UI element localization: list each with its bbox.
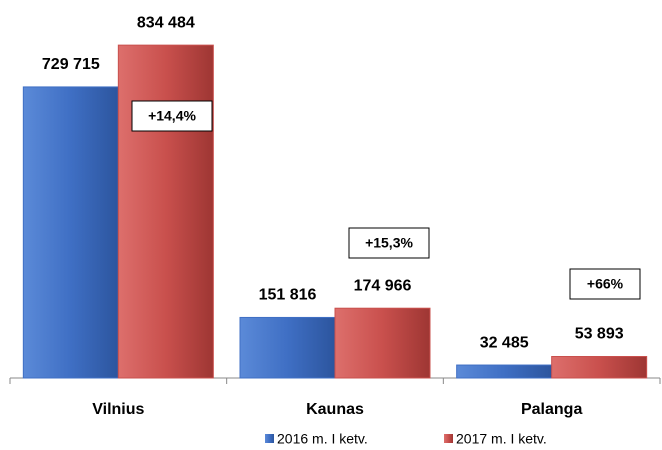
legend-swatch xyxy=(265,434,274,443)
legend-label: 2017 m. I ketv. xyxy=(456,431,547,447)
annotation: +66% xyxy=(587,276,624,292)
value-label: 834 484 xyxy=(137,14,195,31)
bar xyxy=(22,86,119,379)
value-label: 151 816 xyxy=(259,287,317,304)
x-tick-label: Vilnius xyxy=(92,401,144,418)
annotation: +14,4% xyxy=(148,108,196,124)
annotation-box xyxy=(348,227,430,259)
x-tick-label: Kaunas xyxy=(306,401,364,418)
bar xyxy=(551,356,648,379)
value-label: 174 966 xyxy=(354,277,412,294)
value-label: 729 715 xyxy=(42,56,100,73)
annotation-box xyxy=(131,100,213,132)
annotation-box xyxy=(569,268,641,300)
bar xyxy=(239,316,336,379)
bar xyxy=(117,44,214,379)
annotation: +15,3% xyxy=(365,235,413,251)
bar xyxy=(456,364,553,379)
value-label: 53 893 xyxy=(575,326,624,343)
legend-label: 2016 m. I ketv. xyxy=(277,431,368,447)
x-tick-label: Palanga xyxy=(521,401,582,418)
value-label: 32 485 xyxy=(480,334,529,351)
bar xyxy=(334,307,431,379)
legend-swatch xyxy=(444,434,453,443)
